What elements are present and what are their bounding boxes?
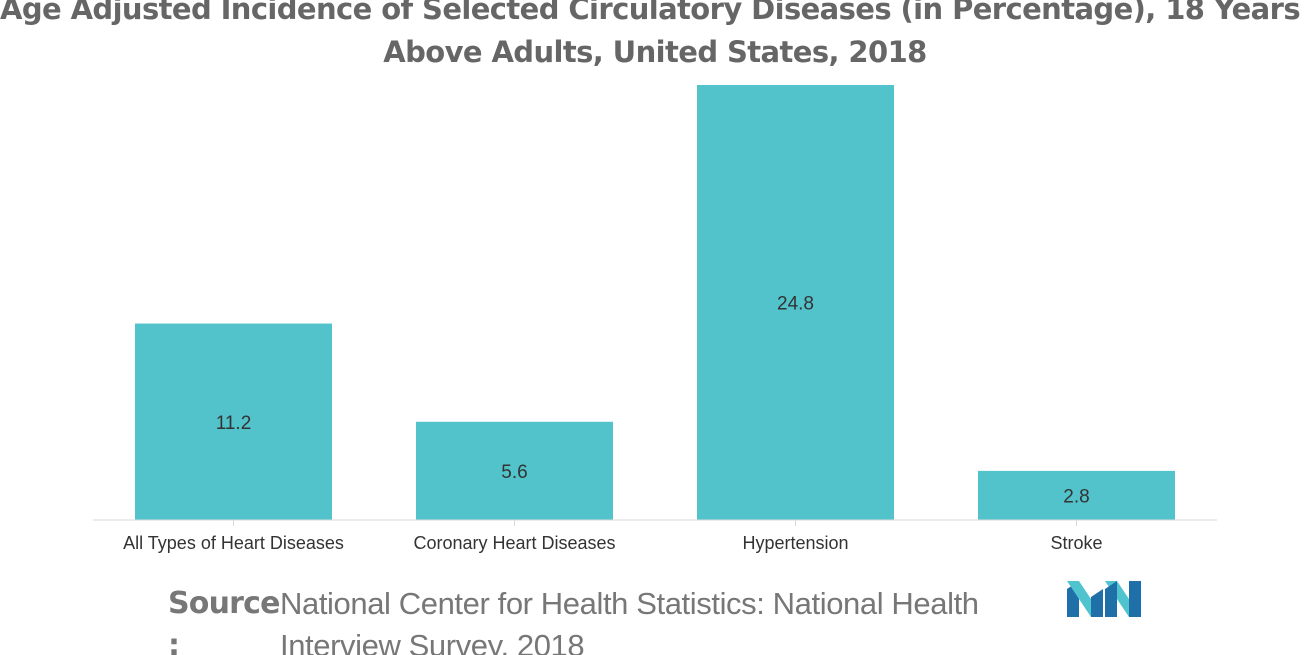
- chart-title: Age Adjusted Incidence of Selected Circu…: [0, 0, 1310, 74]
- data-label-3: 2.8: [1063, 486, 1089, 507]
- mordor-intelligence-logo-icon: [1067, 581, 1141, 617]
- chart-title-line-1: Age Adjusted Incidence of Selected Circu…: [0, 0, 1310, 26]
- x-tick-label-3: Stroke: [1050, 533, 1102, 553]
- x-tick-label-2: Hypertension: [742, 533, 848, 553]
- data-label-1: 5.6: [501, 462, 527, 483]
- bar-0: [135, 323, 332, 520]
- source-colon: :: [168, 628, 180, 655]
- source-note: Source : National Center for Health Stat…: [168, 583, 1048, 655]
- chart-title-line-2: Above Adults, United States, 2018: [383, 35, 927, 69]
- bar-3: [978, 470, 1175, 520]
- data-label-0: 11.2: [216, 413, 252, 434]
- bars-layer: [135, 85, 1175, 520]
- x-tick-label-1: Coronary Heart Diseases: [413, 533, 615, 553]
- source-text: National Center for Health Statistics: N…: [280, 586, 979, 655]
- bar-2: [697, 85, 894, 520]
- x-axis-ticks-layer: All Types of Heart Diseases Coronary Hear…: [123, 520, 1103, 553]
- source-label: Source: [168, 586, 281, 621]
- bar-chart: 11.2 5.6 24.8 2.8 All Types of Heart Diseas…: [93, 85, 1217, 553]
- data-label-2: 24.8: [777, 294, 814, 315]
- x-tick-label-0: All Types of Heart Diseases: [123, 533, 344, 553]
- data-labels-layer: 11.2 5.6 24.8 2.8: [216, 294, 1090, 508]
- bar-1: [416, 421, 613, 520]
